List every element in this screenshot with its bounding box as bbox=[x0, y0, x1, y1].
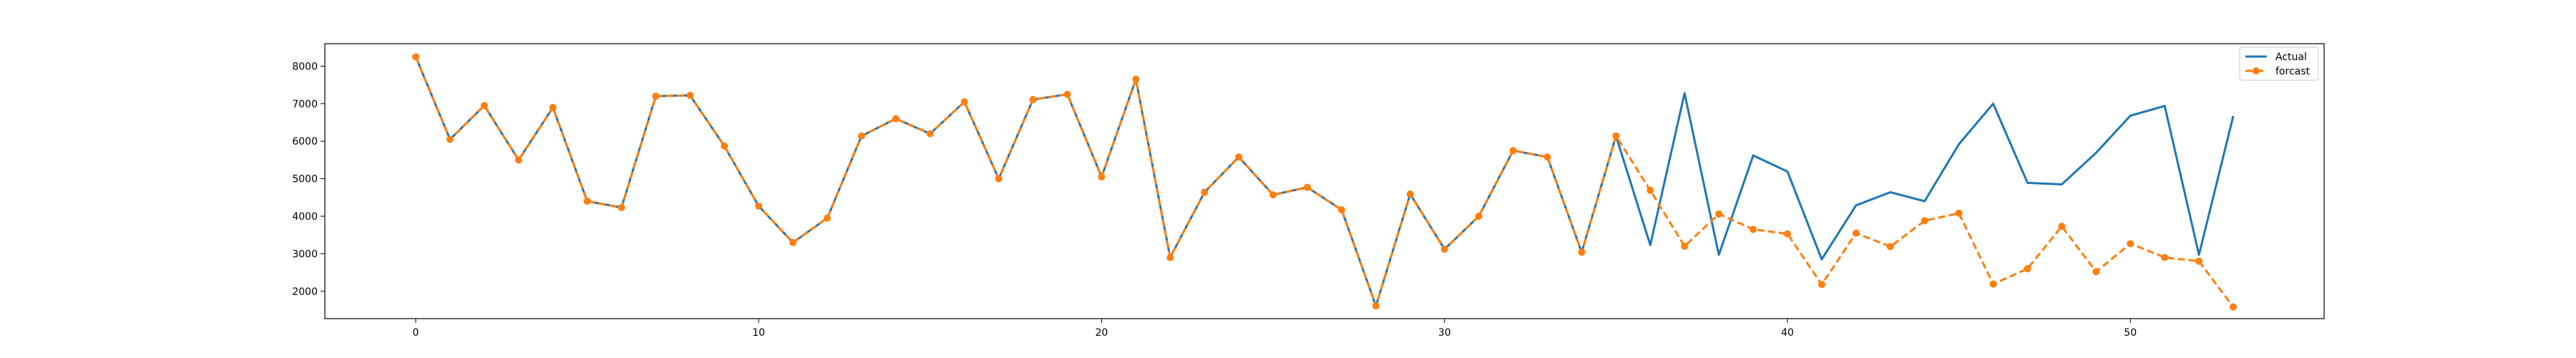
legend-label-actual: Actual bbox=[2275, 52, 2307, 63]
data-point-forcast bbox=[1543, 153, 1551, 161]
x-tick-label: 50 bbox=[2124, 327, 2137, 339]
y-tick-label: 8000 bbox=[292, 61, 318, 72]
data-point-forcast bbox=[1440, 246, 1448, 253]
data-point-forcast bbox=[1475, 212, 1483, 220]
data-point-forcast bbox=[1201, 188, 1209, 196]
data-point-forcast bbox=[1852, 229, 1860, 237]
data-point-forcast bbox=[960, 98, 968, 106]
plot-area bbox=[325, 44, 2324, 319]
data-point-forcast bbox=[1989, 280, 1997, 288]
x-tick-label: 0 bbox=[413, 327, 419, 339]
data-point-forcast bbox=[1818, 281, 1825, 289]
data-point-forcast bbox=[1029, 96, 1037, 104]
data-point-forcast bbox=[1783, 230, 1791, 238]
data-point-forcast bbox=[1921, 217, 1928, 225]
data-point-forcast bbox=[412, 53, 419, 61]
data-point-forcast bbox=[2161, 253, 2169, 261]
series-line-actual bbox=[414, 56, 2235, 307]
data-point-forcast bbox=[1406, 190, 1414, 198]
data-point-forcast bbox=[1372, 302, 1380, 310]
data-point-forcast bbox=[995, 175, 1002, 183]
plot-frame bbox=[324, 43, 2325, 319]
legend: Actual forcast bbox=[2239, 47, 2319, 81]
y-tick-label: 4000 bbox=[292, 211, 318, 223]
data-point-forcast bbox=[1509, 147, 1517, 155]
x-tick-label: 20 bbox=[1096, 327, 1108, 339]
series-layer bbox=[412, 53, 2237, 311]
legend-label-forcast: forcast bbox=[2275, 66, 2311, 77]
data-point-forcast bbox=[2092, 268, 2100, 276]
data-point-forcast bbox=[514, 156, 522, 164]
data-point-forcast bbox=[1337, 206, 1345, 214]
data-point-forcast bbox=[2058, 223, 2066, 231]
y-axis: 2000 3000 4000 5000 6000 7000 8000 bbox=[292, 61, 325, 298]
series-line-forcast bbox=[414, 56, 2235, 308]
data-point-forcast bbox=[1132, 75, 1140, 83]
x-tick-label: 10 bbox=[752, 327, 765, 339]
data-point-forcast bbox=[549, 104, 557, 112]
data-point-forcast bbox=[1886, 243, 1894, 251]
data-point-forcast bbox=[446, 135, 454, 143]
data-point-forcast bbox=[686, 92, 694, 100]
x-axis: 0 10 20 30 40 50 bbox=[413, 319, 2137, 339]
data-point-forcast bbox=[2195, 257, 2203, 265]
data-point-forcast bbox=[652, 92, 660, 100]
data-point-forcast bbox=[1681, 242, 1689, 250]
data-point-forcast bbox=[1715, 210, 1723, 218]
data-point-forcast bbox=[1166, 253, 1174, 261]
data-point-forcast bbox=[1578, 248, 1586, 256]
x-tick-label: 30 bbox=[1438, 327, 1451, 339]
data-point-forcast bbox=[755, 202, 763, 210]
data-point-forcast bbox=[824, 214, 831, 222]
data-point-forcast bbox=[2127, 240, 2135, 248]
y-tick-label: 5000 bbox=[292, 174, 318, 185]
y-tick-label: 2000 bbox=[292, 286, 318, 298]
data-point-forcast bbox=[1612, 132, 1620, 140]
data-point-forcast bbox=[892, 115, 899, 122]
data-point-forcast bbox=[926, 130, 934, 137]
data-point-forcast bbox=[1750, 226, 1757, 233]
y-tick-label: 3000 bbox=[292, 248, 318, 260]
data-point-forcast bbox=[618, 203, 625, 211]
data-point-forcast bbox=[1304, 183, 1312, 191]
data-point-forcast bbox=[1269, 191, 1277, 199]
y-tick-label: 7000 bbox=[292, 99, 318, 110]
x-tick-label: 40 bbox=[1781, 327, 1794, 339]
data-point-forcast bbox=[480, 102, 488, 110]
data-point-forcast bbox=[1646, 186, 1654, 194]
data-point-forcast bbox=[1098, 173, 1106, 180]
data-point-forcast bbox=[2230, 303, 2237, 311]
data-point-forcast bbox=[1063, 90, 1071, 98]
data-point-forcast bbox=[789, 238, 797, 246]
y-tick-label: 6000 bbox=[292, 136, 318, 147]
data-point-forcast bbox=[1955, 209, 1963, 217]
data-point-forcast bbox=[583, 198, 591, 205]
data-point-forcast bbox=[2024, 265, 2031, 273]
data-point-forcast bbox=[858, 132, 866, 140]
legend-marker-forcast bbox=[2253, 67, 2260, 74]
data-point-forcast bbox=[1235, 153, 1243, 161]
data-point-forcast bbox=[721, 142, 728, 150]
